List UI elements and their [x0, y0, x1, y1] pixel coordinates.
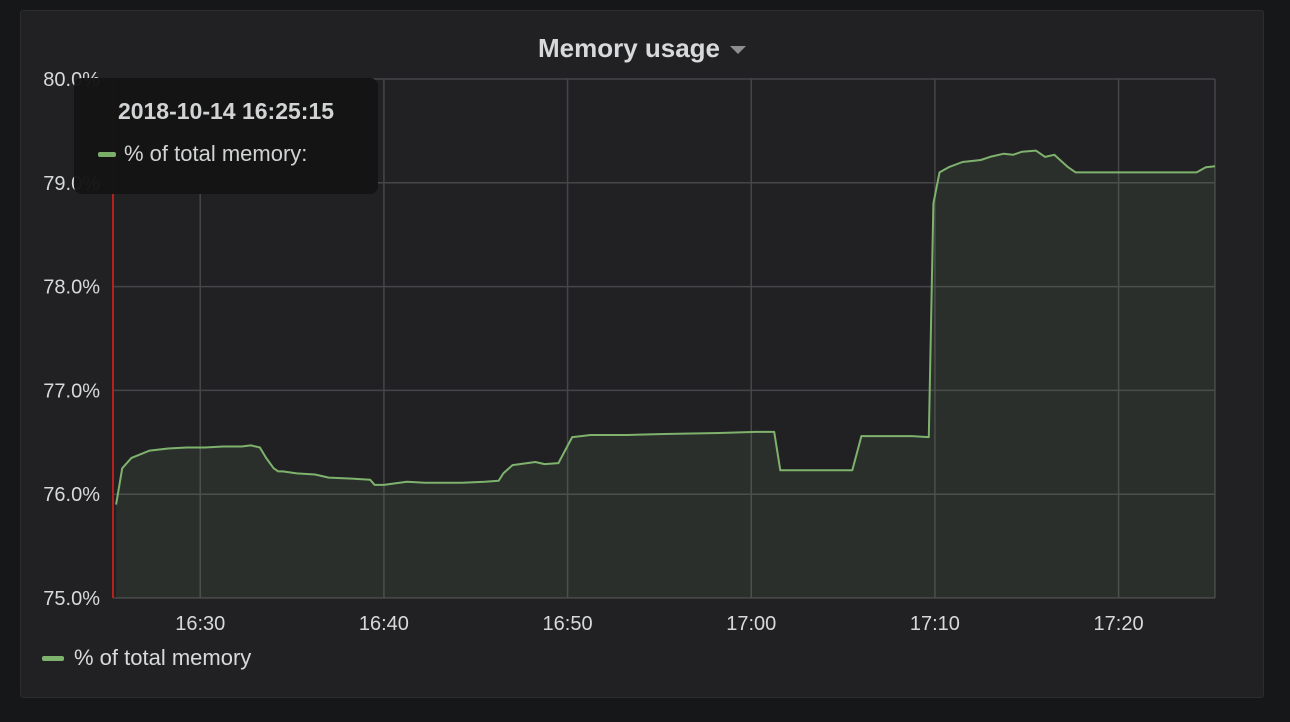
chevron-down-icon[interactable] [730, 46, 747, 55]
series-area [116, 150, 1216, 598]
legend-swatch [42, 655, 64, 661]
y-tick-label: 78.0% [43, 277, 100, 299]
series-area-layer [116, 150, 1216, 598]
tooltip-series-row: % of total memory: [98, 141, 354, 167]
y-tick-label: 75.0% [43, 588, 100, 610]
tooltip-series-swatch [98, 151, 116, 157]
x-tick-label: 16:50 [543, 613, 593, 635]
y-tick-label: 76.0% [43, 484, 100, 506]
chart-legend[interactable]: % of total memory [42, 645, 251, 671]
x-axis-ticks: 16:30 16:40 16:50 17:00 17:10 17:20 [175, 613, 1143, 635]
legend-item-label[interactable]: % of total memory [74, 645, 252, 670]
tooltip-time: 2018-10-14 16:25:15 [117, 98, 335, 124]
tooltip-series-label: % of total memory: [124, 141, 308, 166]
x-tick-label: 16:40 [359, 613, 409, 635]
panel-title: Memory usage [537, 33, 721, 63]
y-tick-label: 77.0% [43, 380, 100, 402]
panel-title-menu[interactable]: Memory usage [21, 33, 1263, 64]
x-tick-label: 16:30 [175, 613, 225, 635]
hover-tooltip: 2018-10-14 16:25:15 % of total memory: [74, 78, 378, 194]
series-line [115, 149, 1216, 505]
x-tick-label: 17:10 [910, 613, 960, 635]
x-tick-label: 17:20 [1094, 613, 1144, 635]
x-tick-label: 17:00 [726, 613, 776, 635]
series-line-layer [115, 149, 1216, 505]
